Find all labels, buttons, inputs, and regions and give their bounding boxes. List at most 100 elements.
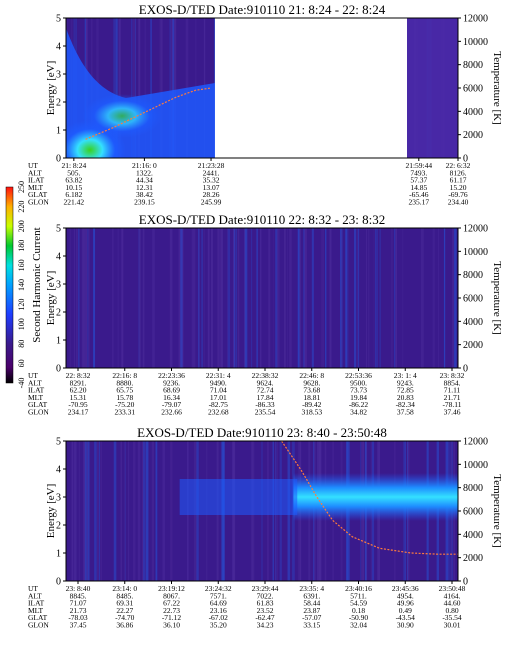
spectrogram-streak <box>379 228 381 368</box>
temperature-tick-label: 0 <box>463 154 468 165</box>
spectrogram-streak <box>135 18 136 158</box>
ephemeris-row-label: ALT <box>28 591 42 600</box>
spectrogram-streak <box>198 228 200 368</box>
temperature-tick-label: 6000 <box>463 84 483 95</box>
spectrogram-streak <box>83 441 85 581</box>
ephemeris-value: 21.73 <box>70 606 87 615</box>
ephemeris-value: 22:23:36 <box>158 371 185 380</box>
spectrogram-streak <box>174 18 177 158</box>
ephemeris-value: 37.45 <box>70 621 87 630</box>
energy-tick-label: 1 <box>56 126 61 137</box>
ephemeris-value: 21: 8:24 <box>61 161 86 170</box>
ephemeris-value: 34.82 <box>350 408 367 417</box>
energy-tick-label: 5 <box>56 437 61 448</box>
spectrogram-panel-3: EXOS-D/TED Date:910110 23: 8:40 - 23:50:… <box>28 425 503 630</box>
spectrogram-streak <box>138 228 141 368</box>
ephemeris-value: 21:59:44 <box>405 161 432 170</box>
spectrogram-streak <box>94 441 97 581</box>
temperature-tick-label: 4000 <box>463 317 483 328</box>
spectrogram-streak <box>144 18 147 158</box>
ephemeris-value: -78.11 <box>442 400 461 409</box>
spectrogram-streak <box>143 441 146 581</box>
ephemeris-value: 73.68 <box>303 386 320 395</box>
ephemeris-value: 2441. <box>203 168 220 177</box>
ephemeris-value: 64.69 <box>210 599 227 608</box>
spectrogram-streak <box>244 228 248 368</box>
spectrogram-streak <box>159 18 163 158</box>
temperature-axis-label: Temperature [K] <box>491 474 503 547</box>
ephemeris-value: 15.20 <box>450 183 467 192</box>
spectrogram-streak <box>367 228 370 368</box>
spectrogram-streak <box>304 228 305 368</box>
ephemeris-value: 57.37 <box>410 176 427 185</box>
spectrogram-streak <box>71 441 74 581</box>
spectrogram-streak <box>151 441 155 581</box>
spectrogram-streak <box>443 228 446 368</box>
ephemeris-value: 36.86 <box>116 621 133 630</box>
spectrogram-streak <box>171 18 175 158</box>
spectrogram-streak <box>276 228 280 368</box>
ephemeris-value: 505. <box>67 168 80 177</box>
spectrogram-streak <box>87 441 90 581</box>
energy-tick-label: 4 <box>56 42 61 53</box>
ephemeris-value: 23.52 <box>257 606 274 615</box>
spectrogram-streak <box>131 18 133 158</box>
ephemeris-row-label: GLAT <box>28 613 48 622</box>
colorbar-tick-label: 220 <box>17 201 26 213</box>
spectrogram-streak <box>118 18 121 158</box>
spectrogram-streak <box>391 228 393 368</box>
ephemeris-value: 20.83 <box>397 393 414 402</box>
energy-axis-label: Energy [eV] <box>45 61 57 115</box>
ephemeris-value: 15.78 <box>116 393 133 402</box>
ephemeris-value: 38.42 <box>136 190 153 199</box>
colorbar-tick-label: 200 <box>17 220 26 232</box>
spectrogram-field <box>66 18 458 158</box>
temperature-tick-label: 10000 <box>463 460 488 471</box>
spectrogram-streak <box>83 228 86 368</box>
colorbar-tick-label: 180 <box>17 240 26 252</box>
ephemeris-value: 9500. <box>350 378 367 387</box>
temperature-trace <box>85 87 212 140</box>
spectrogram-streak <box>152 228 155 368</box>
spectrogram-streak <box>304 228 307 368</box>
spectrogram-streak <box>87 228 89 368</box>
ephemeris-value: -70.95 <box>68 400 88 409</box>
spectrogram-streak <box>220 228 224 368</box>
spectrogram-streak <box>341 228 343 368</box>
spectrogram-streak <box>305 228 308 368</box>
spectrogram-streak <box>210 228 213 368</box>
ephemeris-value: -86.33 <box>255 400 275 409</box>
ephemeris-value: 22:38:32 <box>252 371 279 380</box>
ephemeris-value: 23: 1: 4 <box>394 371 417 380</box>
spectrogram-streak <box>85 441 87 581</box>
spectrogram-streak <box>124 441 126 581</box>
spectrogram-streak <box>88 228 91 368</box>
ephemeris-value: 8067. <box>163 591 180 600</box>
ephemeris-value: -50.90 <box>349 613 369 622</box>
spectrogram-streak <box>235 228 238 368</box>
ephemeris-value: 32.04 <box>350 621 367 630</box>
peak-flux-blob <box>82 94 162 138</box>
spectrogram-streak <box>127 441 130 581</box>
ephemeris-value: 23:40:16 <box>345 584 372 593</box>
energy-axis: 0 1 2 3 4 5 Energy [eV] <box>45 437 66 588</box>
ephemeris-value: 23:35: 4 <box>299 584 324 593</box>
spectrogram-streak <box>299 228 301 368</box>
spectrogram-panel-1: EXOS-D/TED Date:910110 21: 8:24 - 22: 8:… <box>28 2 503 207</box>
spectrogram-streak <box>438 228 440 368</box>
ephemeris-value: -79.07 <box>162 400 182 409</box>
ephemeris-value: 23: 8:32 <box>440 371 465 380</box>
spectrogram-streak <box>117 228 119 368</box>
ephemeris-value: 9490. <box>210 378 227 387</box>
spectrogram-streak <box>111 228 114 368</box>
ephemeris-value: 8485. <box>116 591 133 600</box>
panel-title: EXOS-D/TED Date:910110 21: 8:24 - 22: 8:… <box>139 2 386 17</box>
spectrogram-streak <box>201 228 203 368</box>
spectrogram-streak <box>453 228 457 368</box>
ephemeris-value: 73.73 <box>350 386 367 395</box>
ephemeris-value: 17.84 <box>257 393 274 402</box>
spectrogram-streak <box>311 228 314 368</box>
spectrogram-streak <box>169 228 173 368</box>
ephemeris-value: 21.71 <box>444 393 461 402</box>
